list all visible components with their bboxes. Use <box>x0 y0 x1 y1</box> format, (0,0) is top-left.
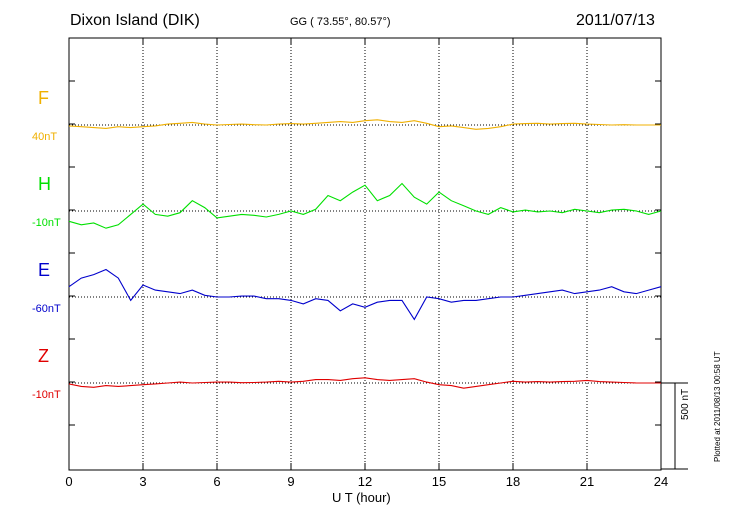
channel-name-F: F <box>38 88 49 108</box>
grid-lines <box>142 38 588 470</box>
channel-name-E: E <box>38 260 51 280</box>
station-title: Dixon Island (DIK) <box>70 12 200 29</box>
series-lines <box>68 119 662 389</box>
x-tick-label-0: 0 <box>65 474 73 489</box>
scale-bar-label: 500 nT <box>680 388 691 420</box>
plot-date: 2011/07/13 <box>576 12 655 29</box>
series-line-E <box>68 268 662 321</box>
station-coordinates: GG ( 73.55°, 80.57°) <box>290 16 391 28</box>
x-tick-label-9: 9 <box>287 474 295 489</box>
x-tick-label-21: 21 <box>579 474 595 489</box>
x-tick-label-6: 6 <box>213 474 221 489</box>
x-tick-label-12: 12 <box>357 474 373 489</box>
channel-baseline-E: -60nT <box>32 303 61 315</box>
x-tick-label-18: 18 <box>505 474 521 489</box>
x-tick-label-24: 24 <box>653 474 669 489</box>
channel-baseline-Z: -10nT <box>32 389 61 401</box>
channel-baseline-F: 40nT <box>32 131 58 143</box>
x-axis-label: U T (hour) <box>332 490 391 505</box>
scale-bar <box>661 382 688 470</box>
channel-baseline-H: -10nT <box>32 217 61 229</box>
x-tick-label-3: 3 <box>139 474 147 489</box>
channel-name-H: H <box>38 174 51 194</box>
plotted-note: Plotted at 2011/08/13 00:58 UT <box>713 351 722 462</box>
x-tick-label-15: 15 <box>431 474 447 489</box>
series-line-F <box>68 119 661 130</box>
series-line-Z <box>68 377 661 389</box>
series-line-H <box>68 182 662 229</box>
channel-name-Z: Z <box>38 346 49 366</box>
